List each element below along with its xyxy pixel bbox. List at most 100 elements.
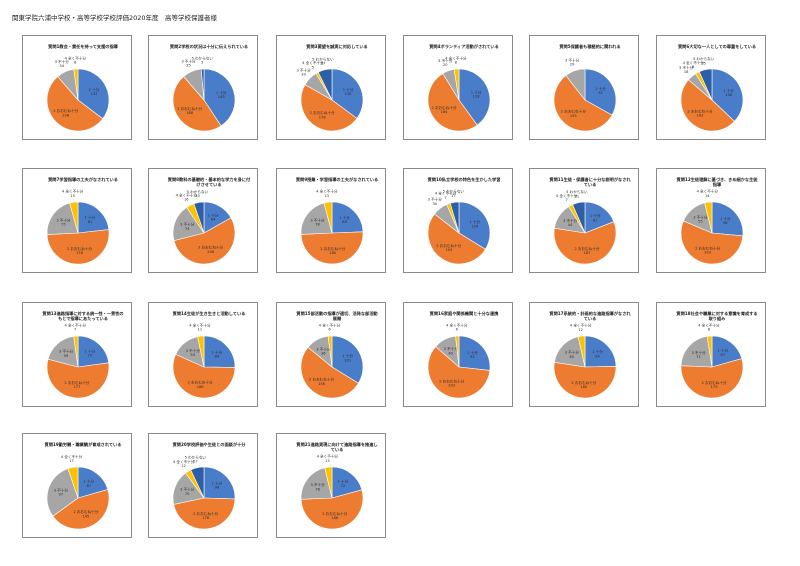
slice-label: 2 おおむね十分 178 xyxy=(67,246,92,255)
slice-label: 1 十分 72 xyxy=(85,348,96,357)
pie-slice xyxy=(300,467,333,500)
slice-label: 4 全く不十分 15 xyxy=(316,189,338,198)
chart-title: 質問20学校評価や生徒との面談が十分 xyxy=(172,442,246,447)
pie-slice xyxy=(711,68,744,122)
pie-slice xyxy=(553,361,617,399)
slice-label: 4 全く不十分 7 xyxy=(435,191,457,200)
slice-label: 3 不十分 20 xyxy=(438,58,453,67)
slice-label: 1 十分 67 xyxy=(84,479,95,488)
slice-label: 1 十分 143 xyxy=(216,90,227,99)
slice-label: 4 全く不十分 7 xyxy=(556,193,578,202)
slice-label: 3 不十分 29 xyxy=(565,57,580,66)
pie-slice xyxy=(331,68,364,119)
slice-label: 3 不十分 78 xyxy=(310,217,325,226)
pie-slice xyxy=(77,466,109,499)
slice-label: 3 不十分 55 xyxy=(693,214,708,223)
pie-slice xyxy=(458,335,491,371)
slice-label: 5 わからない 25 xyxy=(693,56,715,65)
pie-slice xyxy=(172,353,236,399)
slice-label: 2 おおむね十分 168 xyxy=(177,106,202,115)
slice-label: 3 不十分 40 xyxy=(444,346,459,355)
slice-label: 3 不十分 97 xyxy=(54,488,69,497)
pie-chart-card: 質問3要望を誠実に対応している 1 十分 130 2 おおむね十分 178 3 不十分 30… xyxy=(276,35,386,140)
slice-label: 2 おおむね十分 155 xyxy=(561,109,586,118)
pie-slice xyxy=(73,68,79,101)
pie-slice xyxy=(680,336,713,368)
pie-slice xyxy=(197,335,205,368)
chart-title: 質問4ボランティア活動がされている xyxy=(429,44,499,49)
slice-label: 2 おおむね十分 179 xyxy=(702,380,727,389)
pie-slice xyxy=(323,201,333,234)
slice-label: 2 おおむね十分 178 xyxy=(310,110,335,119)
slice-label: 3 不十分 36 xyxy=(316,346,331,355)
chart-title: 質問2学校の状況は十分に伝えられている xyxy=(169,44,249,49)
pie-chart-card: 質問6大切な一人としての尊重をしている 1 十分 138 2 おおむね十分 183 3 不… xyxy=(656,35,766,140)
pie-chart: 1 十分 130 2 おおむね十分 178 3 不十分 304 全く不十分 55 わからない… xyxy=(296,56,364,132)
slice-label: 1 十分 67 xyxy=(718,348,729,357)
pie-chart-card: 質問17系統的・計画的な進路指導がなされている 1 十分 84 2 おおむね十分 180… xyxy=(529,302,639,407)
chart-title: 質問17系統的・計画的な進路指導がなされている xyxy=(549,311,631,322)
slice-label: 3 不十分 70 xyxy=(180,487,195,496)
pie-slice xyxy=(577,335,586,368)
slice-label: 2 おおむね十分 177 xyxy=(64,380,89,389)
slice-label: 3 不十分 75 xyxy=(56,217,71,226)
slice-label: 1 十分 128 xyxy=(471,89,482,98)
slice-label: 1 十分 130 xyxy=(343,87,354,96)
pie-chart-card: 質問4ボランティア活動がされている 1 十分 128 2 おおむね十分 164 3 不十分… xyxy=(403,35,513,140)
slice-label: 2 おおむね十分 145 xyxy=(73,509,98,518)
pie-chart-card: 質問21進路実現に向けて進路指導を推進している 1 十分 72 2 おおむね十分 186… xyxy=(276,433,386,538)
pie-slice xyxy=(427,213,486,265)
slice-label: 2 おおむね十分 183 xyxy=(687,108,712,117)
chart-title: 質問10私立学校の特色を生かした学習 xyxy=(427,177,501,182)
pie-chart-card: 質問9授業・学習指導の工夫がなされている 1 十分 88 2 おおむね十分 180 3 不… xyxy=(276,168,386,273)
pie-slice xyxy=(453,68,460,101)
slice-label: 2 おおむね十分 187 xyxy=(574,246,599,255)
slice-label: 4 全く不十分 11 xyxy=(189,323,211,332)
pie-slice xyxy=(300,346,359,399)
slice-label: 4 全く不十分 12 xyxy=(570,323,592,332)
slice-label: 3 不十分 76 xyxy=(311,482,326,491)
pie-chart: 1 十分 98 2 おおむね十分 203 3 不十分 55 4 全く不十分 14 xyxy=(680,189,744,265)
pie-chart-card: 質問7学習指導の工夫がなされている 1 十分 81 2 おおむね十分 178 3 不十分 7… xyxy=(22,168,132,273)
pie-chart-card: 質問16家庭や関係機関と十分な連携 1 十分 91 2 おおむね十分 203 3 不十分 4… xyxy=(403,302,513,407)
pie-chart: 1 十分 126 2 おおむね十分 193 3 不十分 304 全く不十分 75 わからない… xyxy=(427,189,491,265)
pie-chart: 1 十分 72 2 おおむね十分 186 3 不十分 76 4 全く不十分 13 xyxy=(300,454,364,530)
pie-slice xyxy=(203,335,236,368)
pie-slice xyxy=(427,346,491,399)
slice-label: 1 十分 64 xyxy=(208,212,219,221)
pie-slice xyxy=(584,201,615,234)
pie-slice xyxy=(193,201,205,234)
chart-title: 質問3要望を誠実に対応している xyxy=(306,44,368,49)
pie-slice xyxy=(711,335,743,368)
pie-chart: 1 十分 91 2 おおむね十分 155 3 不十分 29 xyxy=(553,57,617,132)
pie-chart: 1 十分 81 2 おおむね十分 178 3 不十分 75 4 全く不十分 15 xyxy=(46,189,110,265)
slice-label: 4 全く不十分 16 xyxy=(176,193,198,202)
slice-label: 4 全く不十分 8 xyxy=(698,322,720,331)
chart-title: 質問13進路指導に対する統一性・一貫性のもとで指導にあたっている xyxy=(42,311,124,322)
slice-label: 1 十分 72 xyxy=(338,479,349,488)
slice-label: 5 わからない 20 xyxy=(187,189,209,198)
pie-slice xyxy=(553,75,613,132)
slice-label: 5 わからない 5 xyxy=(192,55,214,64)
slice-label: 2 おおむね十分 164 xyxy=(432,105,457,114)
slice-label: 2 おおむね十分 206 xyxy=(198,245,223,254)
pie-chart: 1 十分 88 2 おおむね十分 180 3 不十分 78 4 全く不十分 15 xyxy=(300,189,364,265)
chart-title: 質問21進路実現に向けて進路指導を推進している xyxy=(296,442,378,453)
slice-label: 1 十分 126 xyxy=(469,219,480,228)
slice-label: 2 おおむね十分 178 xyxy=(193,511,218,520)
slice-label: 5 わからない 17 xyxy=(443,189,465,198)
pie-slice xyxy=(704,201,713,234)
pie-chart: 1 十分 84 2 おおむね十分 188 3 不十分 50 4 全く不十分 11 xyxy=(172,323,236,399)
slice-label: 1 十分 84 xyxy=(211,349,222,358)
slice-label: 1 十分 101 xyxy=(342,353,353,362)
pie-chart-card: 質問1教会・責任を持って支援の指導 1 十分 131 2 おおむね十分 198 3 不十分… xyxy=(22,35,132,140)
pie-slice xyxy=(46,76,104,132)
slice-label: 1 十分 138 xyxy=(723,88,734,97)
pie-slice xyxy=(190,466,205,499)
pie-chart: 1 十分 72 2 おおむね十分 177 3 不十分 59 4 全く不十分 7 xyxy=(46,322,110,399)
chart-title: 質問9授業・学習指導の工夫がなされている xyxy=(295,177,379,182)
slice-label: 3 不十分 59 xyxy=(59,349,74,358)
slice-label: 4 全く不十分 8 xyxy=(683,60,705,69)
slice-label: 1 十分 61 xyxy=(590,213,601,222)
pie-chart: 1 十分 64 2 おおむね十分 206 3 不十分 74 4 全く不十分 165 わからない… xyxy=(172,189,236,265)
